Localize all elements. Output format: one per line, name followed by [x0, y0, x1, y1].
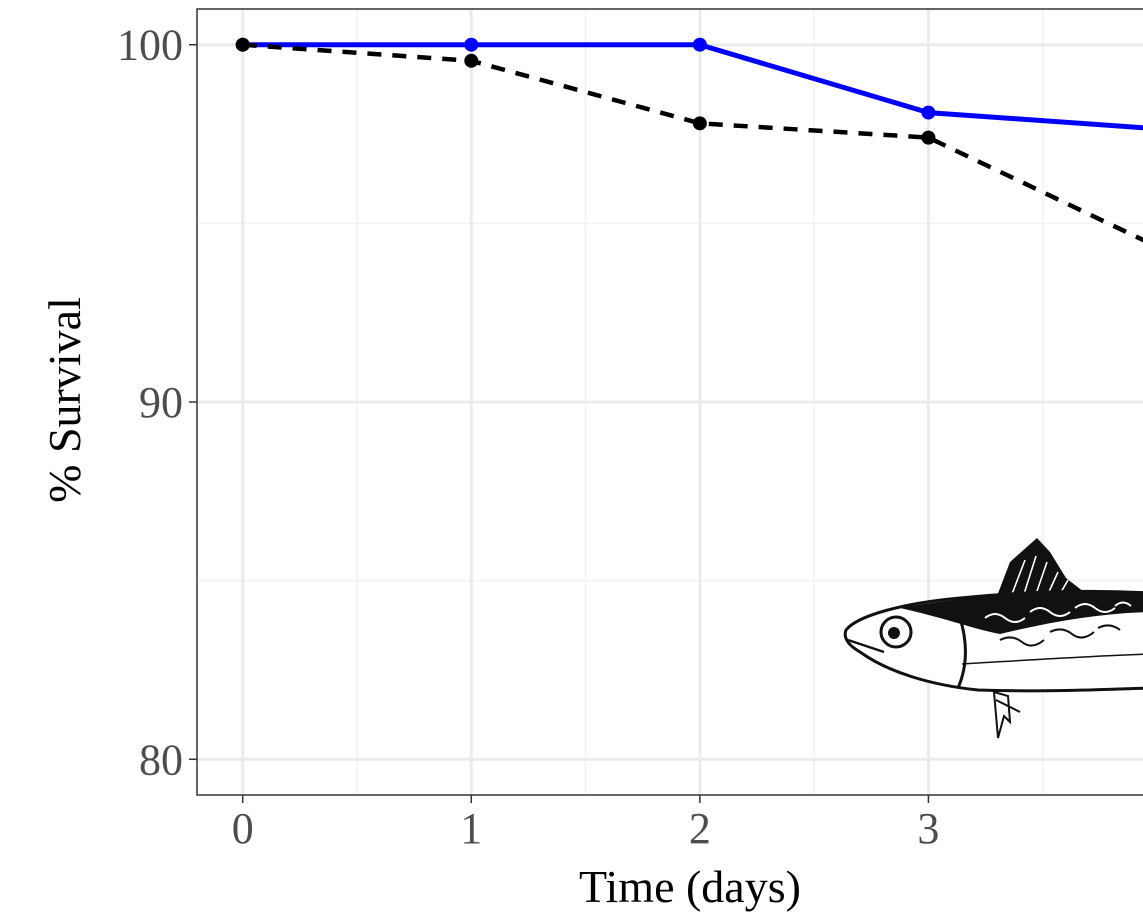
x-tick-label: 3 — [917, 804, 939, 853]
series-line-dashed — [242, 42, 1143, 243]
axis-tick-labels: 012348090100 — [117, 21, 939, 853]
x-tick-label: 1 — [460, 804, 482, 853]
data-point-dashed — [235, 37, 250, 52]
y-tick-label: 80 — [139, 735, 183, 784]
x-tick-label: 2 — [689, 804, 711, 853]
y-tick-label: 100 — [117, 21, 183, 70]
y-tick-label: 90 — [139, 378, 183, 427]
y-axis-title: % Survival — [39, 297, 90, 503]
x-axis-title: Time (days) — [579, 861, 801, 912]
data-point-solid — [692, 37, 707, 52]
data-point-dashed — [692, 116, 707, 131]
data-point-solid — [921, 105, 936, 120]
data-point-solid — [464, 37, 479, 52]
mackerel-fish-icon — [843, 538, 1143, 739]
data-point-dashed — [464, 53, 479, 68]
points-layer — [235, 37, 936, 145]
data-point-dashed — [921, 130, 936, 145]
axis-ticks — [189, 43, 930, 803]
x-tick-label: 0 — [232, 804, 254, 853]
